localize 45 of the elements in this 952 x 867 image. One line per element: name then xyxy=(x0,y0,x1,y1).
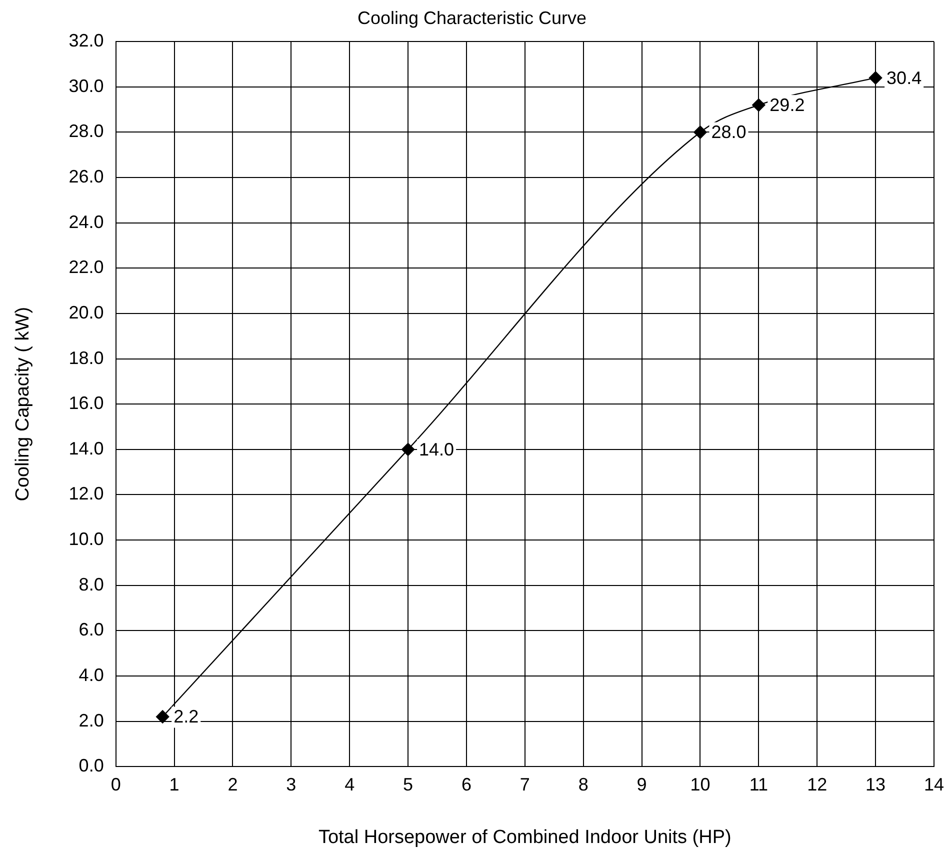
y-tick-label: 16.0 xyxy=(68,393,104,414)
y-tick-label: 12.0 xyxy=(68,484,104,504)
data-label: 30.4 xyxy=(886,68,922,88)
x-tick-label: 3 xyxy=(286,774,296,794)
y-tick-label: 24.0 xyxy=(68,212,104,232)
y-tick-label: 28.0 xyxy=(68,121,104,142)
x-tick-label: 2 xyxy=(228,774,238,794)
x-tick-label: 4 xyxy=(344,774,355,794)
point xyxy=(752,98,766,112)
x-tick-label: 12 xyxy=(807,774,828,794)
y-tick-label: 26.0 xyxy=(68,166,104,187)
x-tick-label: 11 xyxy=(749,774,768,794)
x-tick-label: 9 xyxy=(636,774,647,794)
y-tick-label: 10.0 xyxy=(68,529,104,550)
y-axis-title: Cooling Capacity ( kW) xyxy=(12,306,34,502)
data-label: 28.0 xyxy=(711,122,746,142)
x-tick-label: 5 xyxy=(403,774,414,794)
data-label: 2.2 xyxy=(174,706,199,727)
chart-title: Cooling Characteristic Curve xyxy=(357,8,587,28)
y-tick-label: 8.0 xyxy=(78,574,104,594)
y-tick-label: 18.0 xyxy=(68,348,104,368)
x-tick-label: 14 xyxy=(924,774,944,794)
x-tick-label: 0 xyxy=(110,774,121,794)
y-tick-label: 4.0 xyxy=(78,664,104,685)
data-label: 14.0 xyxy=(419,439,454,460)
x-tick-label: 1 xyxy=(169,774,180,794)
data-label: 29.2 xyxy=(770,95,805,116)
point xyxy=(694,126,707,139)
x-tick-label: 6 xyxy=(461,774,472,794)
y-tick-label: 14.0 xyxy=(68,438,104,458)
point xyxy=(401,442,415,456)
x-tick-label: 13 xyxy=(866,774,886,794)
y-tick-label: 6.0 xyxy=(78,620,104,640)
point xyxy=(868,71,882,84)
y-tick-label: 32.0 xyxy=(68,30,104,51)
point xyxy=(156,710,170,724)
x-axis-title: Total Horsepower of Combined Indoor Units (HP) xyxy=(318,826,732,848)
x-tick-label: 8 xyxy=(578,774,588,794)
y-tick-label: 0.0 xyxy=(78,756,104,776)
y-tick-label: 20.0 xyxy=(68,302,104,322)
x-tick-label: 7 xyxy=(520,774,530,794)
y-tick-label: 22.0 xyxy=(68,257,104,278)
y-tick-label: 2.0 xyxy=(78,710,104,730)
y-tick-label: 30.0 xyxy=(68,76,104,96)
x-tick-label: 10 xyxy=(690,774,710,794)
